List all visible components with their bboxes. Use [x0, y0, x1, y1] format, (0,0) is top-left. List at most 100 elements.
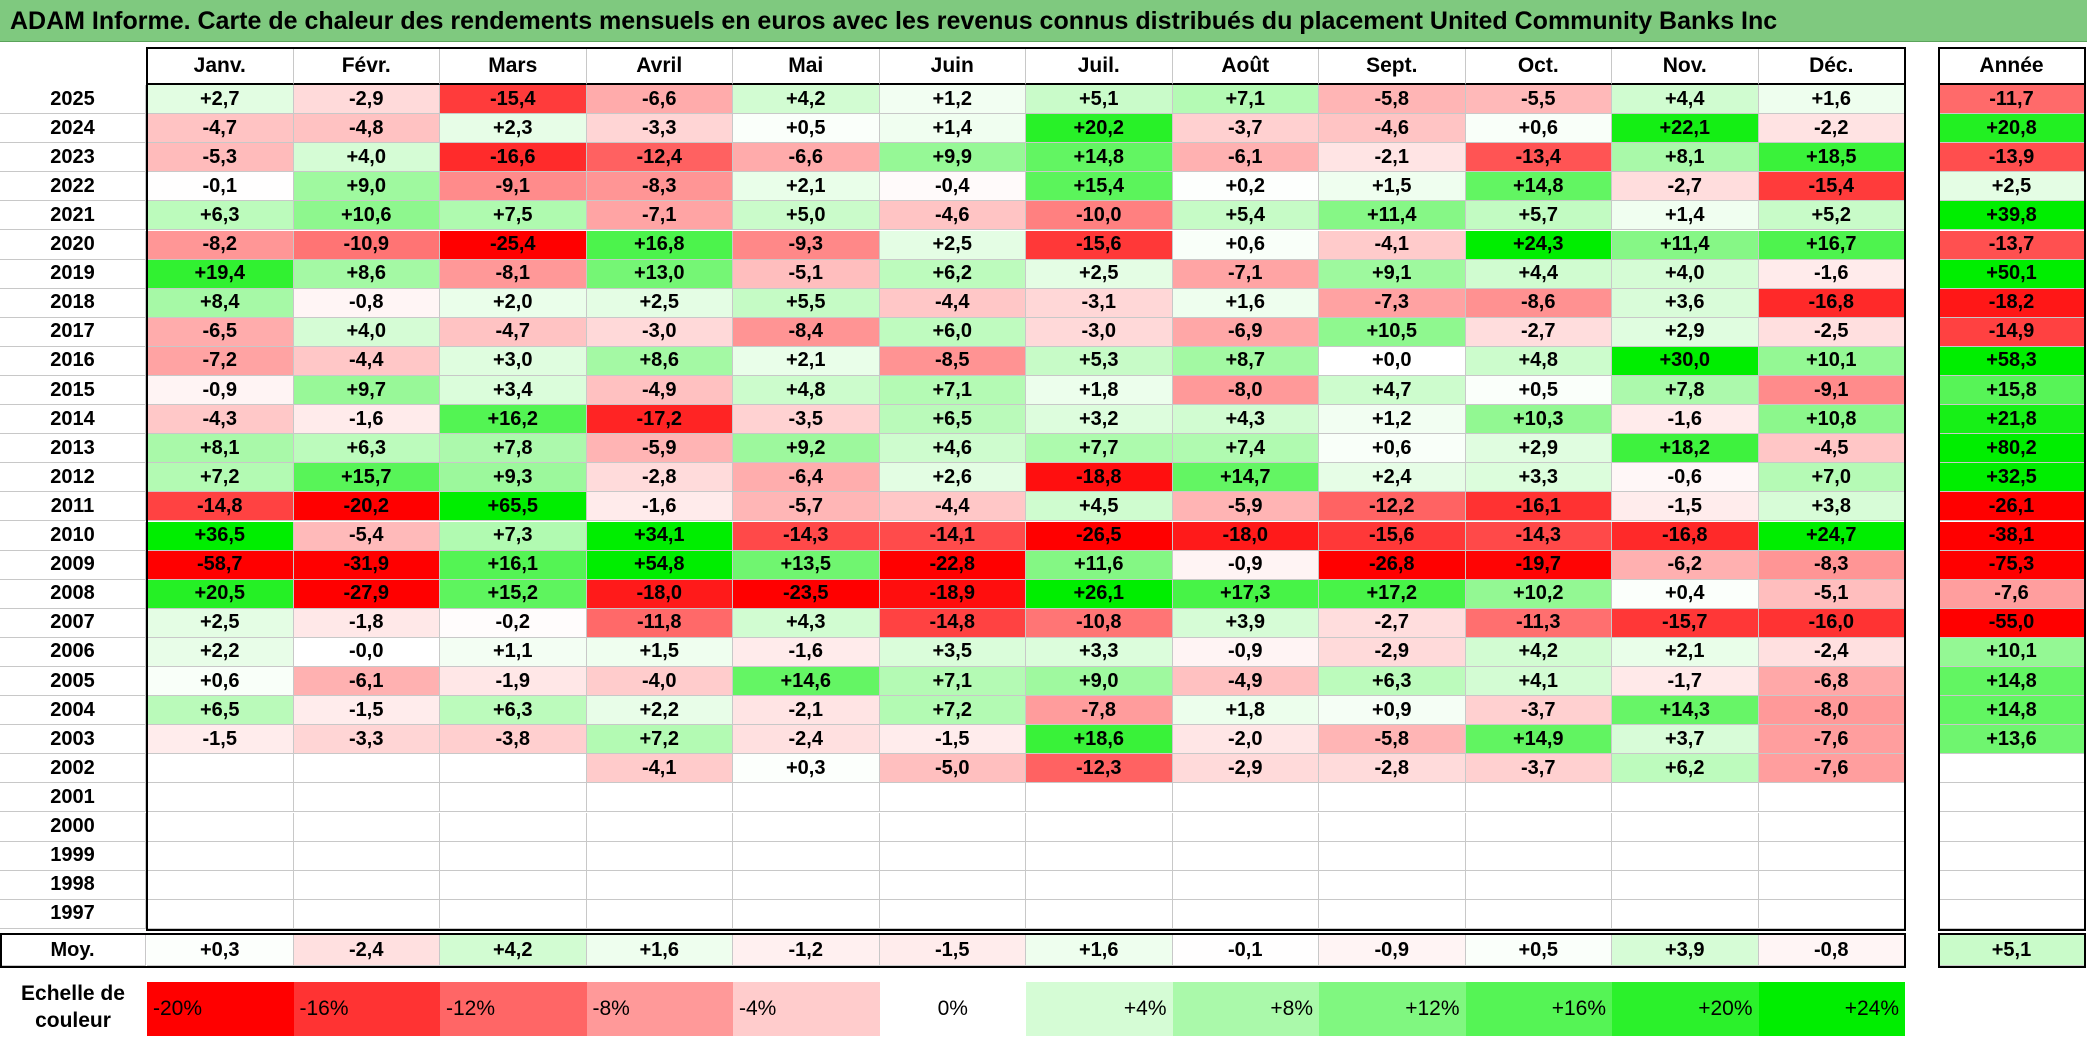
heatmap-cell [1612, 812, 1759, 842]
legend-swatch: +8% [1172, 982, 1319, 1036]
heatmap-cell: +14,3 [1612, 696, 1759, 726]
annual-cell: +32,5 [1939, 463, 2085, 493]
average-annual-cell: +5,1 [1939, 935, 2085, 966]
heatmap-cell [1172, 899, 1319, 929]
average-cell: -1,2 [733, 935, 880, 966]
year-label: 2001 [0, 783, 146, 813]
heatmap-cell [1465, 812, 1612, 842]
year-label: 2019 [0, 259, 146, 289]
year-label: 2016 [0, 346, 146, 376]
heatmap-cell: -4,7 [147, 114, 294, 144]
heatmap-cell [1319, 812, 1466, 842]
heatmap-cell: -7,3 [1319, 288, 1466, 318]
heatmap-cell: -3,3 [586, 114, 733, 144]
heatmap-cell: -6,1 [1172, 143, 1319, 173]
heatmap-cell: -16,6 [440, 143, 587, 173]
heatmap-cell: -31,9 [293, 550, 440, 580]
heatmap-cell: +5,0 [733, 201, 880, 231]
heatmap-cell: +18,6 [1026, 725, 1173, 755]
heatmap-cell: -2,2 [1758, 114, 1905, 144]
year-label: 2011 [0, 492, 146, 522]
legend-swatch: -8% [586, 982, 733, 1036]
heatmap-cell: -0,9 [147, 376, 294, 406]
heatmap-cell [293, 870, 440, 900]
annual-cell: -14,9 [1939, 317, 2085, 347]
heatmap-cell: -4,1 [586, 754, 733, 784]
heatmap-cell: -16,1 [1465, 492, 1612, 522]
year-label: 1997 [0, 899, 146, 929]
heatmap-cell: +2,2 [147, 637, 294, 667]
heatmap-cell: +7,2 [586, 725, 733, 755]
heatmap-cell: -5,8 [1319, 725, 1466, 755]
heatmap-cell [440, 754, 587, 784]
heatmap-cell: -5,3 [147, 143, 294, 173]
heatmap-cell: -13,4 [1465, 143, 1612, 173]
heatmap-cell: +2,5 [586, 288, 733, 318]
year-label: 2018 [0, 288, 146, 318]
heatmap-cell: +13,0 [586, 259, 733, 289]
heatmap-cell [1465, 899, 1612, 929]
month-header: Avril [586, 49, 733, 85]
heatmap-cell [733, 899, 880, 929]
heatmap-cell: +10,6 [293, 201, 440, 231]
year-label: 2020 [0, 230, 146, 260]
heatmap-cell [147, 754, 294, 784]
year-label: 2007 [0, 608, 146, 638]
heatmap-cell [1319, 783, 1466, 813]
heatmap-cell: +1,8 [1172, 696, 1319, 726]
heatmap-cell: +3,6 [1612, 288, 1759, 318]
heatmap-cell: +16,8 [586, 230, 733, 260]
heatmap-cell: -4,7 [440, 317, 587, 347]
heatmap-cell: +2,4 [1319, 463, 1466, 493]
heatmap-cell [440, 870, 587, 900]
heatmap-cell: -6,4 [733, 463, 880, 493]
annual-cell: -38,1 [1939, 521, 2085, 551]
heatmap-cell: +34,1 [586, 521, 733, 551]
year-label: 1998 [0, 870, 146, 900]
heatmap-cell: +0,9 [1319, 696, 1466, 726]
month-header: Juin [879, 49, 1026, 85]
heatmap-cell: +1,4 [1612, 201, 1759, 231]
heatmap-cell: -2,8 [586, 463, 733, 493]
heatmap-cell: -8,6 [1465, 288, 1612, 318]
average-cell: +1,6 [1026, 935, 1173, 966]
heatmap-cell: +6,2 [879, 259, 1026, 289]
heatmap-cell: +9,7 [293, 376, 440, 406]
heatmap-cell [1612, 870, 1759, 900]
heatmap-cell: -0,1 [147, 172, 294, 202]
heatmap-cell: +5,4 [1172, 201, 1319, 231]
heatmap-cell: -2,7 [1319, 608, 1466, 638]
heatmap-cell: -18,9 [879, 579, 1026, 609]
average-cell: -1,5 [879, 935, 1026, 966]
heatmap-cell: -5,1 [733, 259, 880, 289]
heatmap-cell: +7,2 [147, 463, 294, 493]
heatmap-cell: -8,5 [879, 346, 1026, 376]
year-label: 2014 [0, 405, 146, 435]
heatmap-cell: -4,3 [147, 405, 294, 435]
heatmap-cell: -22,8 [879, 550, 1026, 580]
legend-label: Echelle de couleur [21, 982, 125, 1032]
heatmap-cell: +2,3 [440, 114, 587, 144]
heatmap-cell: +8,6 [293, 259, 440, 289]
heatmap-cell: +20,5 [147, 579, 294, 609]
annual-cell: +2,5 [1939, 172, 2085, 202]
heatmap-cell: +4,7 [1319, 376, 1466, 406]
heatmap-cell: -5,5 [1465, 85, 1612, 115]
heatmap-cell: +0,6 [1465, 114, 1612, 144]
heatmap-cell: -6,9 [1172, 317, 1319, 347]
heatmap-cell: +1,8 [1026, 376, 1173, 406]
annual-cell [1939, 812, 2085, 842]
heatmap-cell: +24,7 [1758, 521, 1905, 551]
year-label: 2008 [0, 579, 146, 609]
heatmap-cell: -1,8 [293, 608, 440, 638]
heatmap-cell: -15,7 [1612, 608, 1759, 638]
annual-cell: -18,2 [1939, 288, 2085, 318]
heatmap-cell [1465, 783, 1612, 813]
heatmap-cell: +11,4 [1319, 201, 1466, 231]
heatmap-cell: -3,3 [293, 725, 440, 755]
month-header: Janv. [147, 49, 294, 85]
heatmap-cell: -5,8 [1319, 85, 1466, 115]
heatmap-cell: -20,2 [293, 492, 440, 522]
heatmap-cell: +0,3 [733, 754, 880, 784]
